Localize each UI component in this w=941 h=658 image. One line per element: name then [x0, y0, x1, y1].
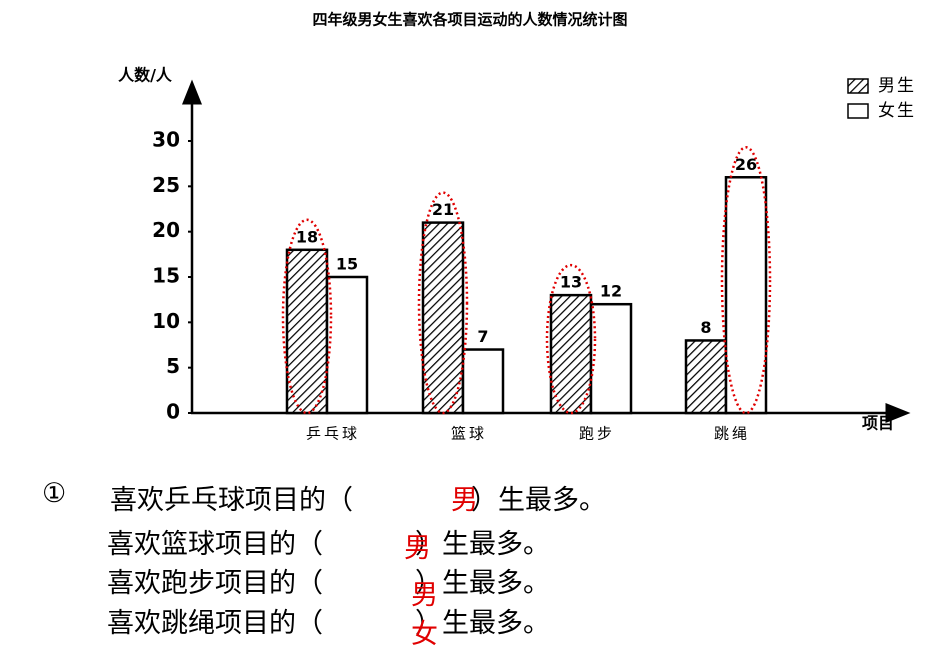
- question-row: 喜欢跳绳项目的（ ）生最多。: [107, 601, 550, 640]
- bar: [684, 339, 728, 415]
- legend-label: 男生: [878, 76, 916, 96]
- legend-swatch: [847, 103, 869, 119]
- y-tick-label: 0: [166, 400, 180, 424]
- question-text: 喜欢乒乓球项目的（: [110, 485, 353, 516]
- legend-label: 女生: [878, 101, 916, 121]
- data-label: 15: [336, 255, 358, 274]
- data-label: 13: [560, 273, 582, 292]
- bar: [285, 248, 329, 415]
- y-tick-label: 20: [152, 218, 180, 242]
- answer: 男: [411, 580, 438, 611]
- bar: [325, 275, 369, 415]
- question-text: 喜欢跳绳项目的（: [107, 608, 323, 639]
- answer: 男: [451, 485, 478, 516]
- bar: [421, 221, 465, 415]
- question-row: 喜欢跑步项目的（ ）生最多。: [107, 561, 550, 600]
- bar: [589, 302, 633, 415]
- bar: [724, 176, 768, 415]
- highlight-ellipse: [720, 146, 772, 415]
- y-tick-label: 30: [152, 128, 180, 152]
- answer: 女: [411, 619, 438, 650]
- question-text: ）生最多。: [415, 529, 550, 560]
- x-tick-label: 跑步: [579, 425, 615, 443]
- legend-swatch: [847, 78, 869, 94]
- data-label: 7: [477, 327, 488, 346]
- data-label: 26: [735, 155, 757, 174]
- chart: 四年级男女生喜欢各项目运动的人数情况统计图 人数/人 项目 0 5 10 15 20 25…: [118, 11, 916, 443]
- data-label: 12: [600, 282, 622, 301]
- y-tick-label: 10: [152, 309, 180, 333]
- question-number: ①: [42, 478, 67, 509]
- y-tick-label: 5: [166, 354, 180, 378]
- question-text: ）生最多。: [471, 485, 606, 516]
- highlight-ellipse: [417, 191, 469, 415]
- chart-title: 四年级男女生喜欢各项目运动的人数情况统计图: [312, 11, 627, 29]
- x-tick-label: 乒乓球: [306, 425, 360, 443]
- highlight-ellipse: [281, 218, 333, 415]
- bar: [461, 348, 505, 415]
- data-label: 21: [432, 200, 454, 219]
- question-text: ）生最多。: [415, 568, 550, 599]
- y-tick-label: 15: [152, 264, 180, 288]
- bar: [549, 293, 593, 415]
- x-axis-label: 项目: [862, 414, 894, 433]
- data-label: 8: [700, 318, 711, 337]
- question-row: 喜欢乒乓球项目的（ ）生最多。: [110, 478, 606, 517]
- y-tick-label: 25: [152, 173, 180, 197]
- x-tick-label: 篮球: [451, 425, 487, 443]
- answer: 男: [404, 533, 431, 564]
- question-row: 喜欢篮球项目的（ ）生最多。: [107, 522, 550, 561]
- question-text: 喜欢跑步项目的（: [107, 568, 323, 599]
- y-axis-label: 人数/人: [118, 66, 173, 85]
- x-tick-label: 跳绳: [714, 425, 750, 443]
- data-label: 18: [296, 227, 318, 246]
- highlight-ellipse: [545, 263, 597, 415]
- question-text: ）生最多。: [415, 608, 550, 639]
- question-text: 喜欢篮球项目的（: [107, 529, 323, 560]
